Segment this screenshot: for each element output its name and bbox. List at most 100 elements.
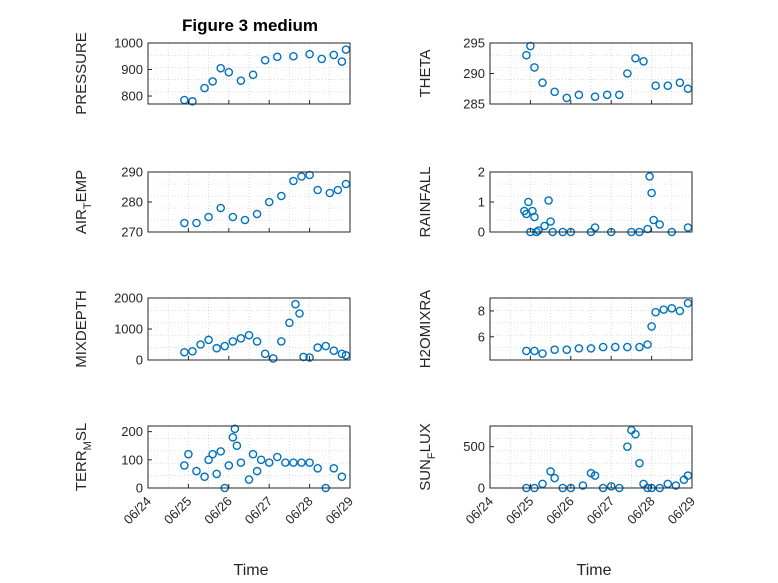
data-point	[544, 196, 553, 205]
data-point	[562, 345, 572, 354]
data-point	[184, 449, 193, 459]
data-point	[538, 78, 547, 87]
y-tick-label: 6	[478, 329, 485, 344]
data-point	[534, 226, 543, 235]
data-point	[651, 307, 660, 317]
data-point	[240, 215, 250, 225]
data-point	[325, 188, 335, 198]
data-point	[228, 432, 238, 442]
data-point	[329, 463, 339, 473]
data-point	[252, 466, 262, 476]
data-point	[277, 337, 286, 346]
data-point	[196, 340, 205, 349]
data-point	[675, 306, 685, 316]
data-point	[538, 349, 547, 358]
y-axis-label: H2OMIXRA	[417, 290, 434, 368]
data-point	[550, 87, 559, 97]
data-point	[216, 447, 226, 456]
data-point	[645, 172, 654, 181]
x-axis-label-left: Time	[234, 562, 269, 579]
data-point	[524, 197, 533, 207]
data-point	[538, 479, 547, 489]
y-tick-label: 0	[136, 481, 143, 496]
y-tick-label: 1000	[114, 36, 143, 51]
data-point	[295, 309, 304, 318]
data-point	[329, 50, 339, 60]
data-point	[180, 347, 189, 357]
x-tick-label: 06/26	[201, 494, 235, 528]
data-point	[212, 469, 221, 479]
y-axis-label: SUNFLUX	[417, 423, 438, 491]
data-point	[224, 67, 234, 77]
data-point	[321, 341, 331, 351]
data-point	[341, 45, 351, 54]
x-tick-label: 06/24	[121, 494, 155, 528]
data-point	[651, 81, 660, 90]
data-point	[228, 337, 238, 346]
data-point	[180, 218, 189, 228]
data-point	[260, 55, 270, 65]
data-point	[313, 185, 322, 195]
data-point	[244, 330, 254, 340]
x-tick-label: 06/25	[161, 494, 195, 528]
data-point	[590, 471, 600, 480]
data-point	[305, 353, 314, 362]
data-point	[277, 191, 286, 201]
data-point	[522, 346, 531, 356]
y-tick-label: 295	[463, 36, 485, 51]
data-point	[224, 461, 234, 470]
data-point	[291, 299, 300, 309]
plot-frame	[147, 425, 351, 489]
data-point	[598, 342, 608, 352]
data-point	[631, 429, 640, 439]
data-point	[212, 343, 221, 353]
data-point	[337, 57, 347, 66]
data-point	[530, 346, 539, 356]
plot-frame	[489, 297, 693, 361]
data-point	[188, 347, 197, 356]
data-point	[192, 218, 201, 228]
data-point	[252, 337, 262, 346]
data-point	[586, 344, 596, 353]
y-tick-label: 280	[121, 195, 143, 210]
data-point	[530, 63, 539, 72]
data-point	[329, 346, 339, 356]
y-tick-label: 8	[478, 303, 485, 318]
data-point	[268, 354, 278, 363]
data-point	[248, 70, 258, 80]
data-point	[260, 349, 270, 359]
y-tick-label: 500	[463, 439, 485, 454]
y-axis-label: TERRMSL	[73, 423, 94, 491]
data-point	[220, 341, 230, 351]
data-point	[683, 298, 693, 308]
data-point	[606, 482, 616, 491]
data-point	[574, 90, 584, 100]
data-point	[526, 41, 535, 51]
y-axis-label: RAINFALL	[417, 167, 434, 238]
data-point	[297, 458, 306, 467]
data-point	[647, 322, 656, 331]
data-point	[232, 441, 242, 451]
data-point	[663, 81, 673, 90]
data-point	[683, 84, 693, 94]
data-point	[200, 83, 209, 93]
y-axis-label: PRESSURE	[73, 32, 90, 115]
data-point	[236, 76, 246, 85]
y-axis-label: AIRTEMP	[73, 170, 94, 234]
data-point	[244, 475, 254, 484]
data-point	[216, 203, 226, 213]
data-point	[643, 340, 652, 349]
data-point	[305, 458, 314, 467]
data-point	[297, 172, 306, 181]
y-tick-label: 900	[121, 62, 143, 77]
y-tick-label: 270	[121, 225, 143, 240]
data-point	[647, 188, 656, 198]
y-axis-label: THETA	[417, 49, 434, 97]
y-tick-label: 0	[136, 353, 143, 368]
data-point	[200, 472, 209, 482]
x-tick-label: 06/28	[624, 494, 658, 528]
data-point	[671, 481, 681, 490]
y-tick-label: 1000	[114, 322, 143, 337]
plot-frame	[147, 42, 351, 105]
